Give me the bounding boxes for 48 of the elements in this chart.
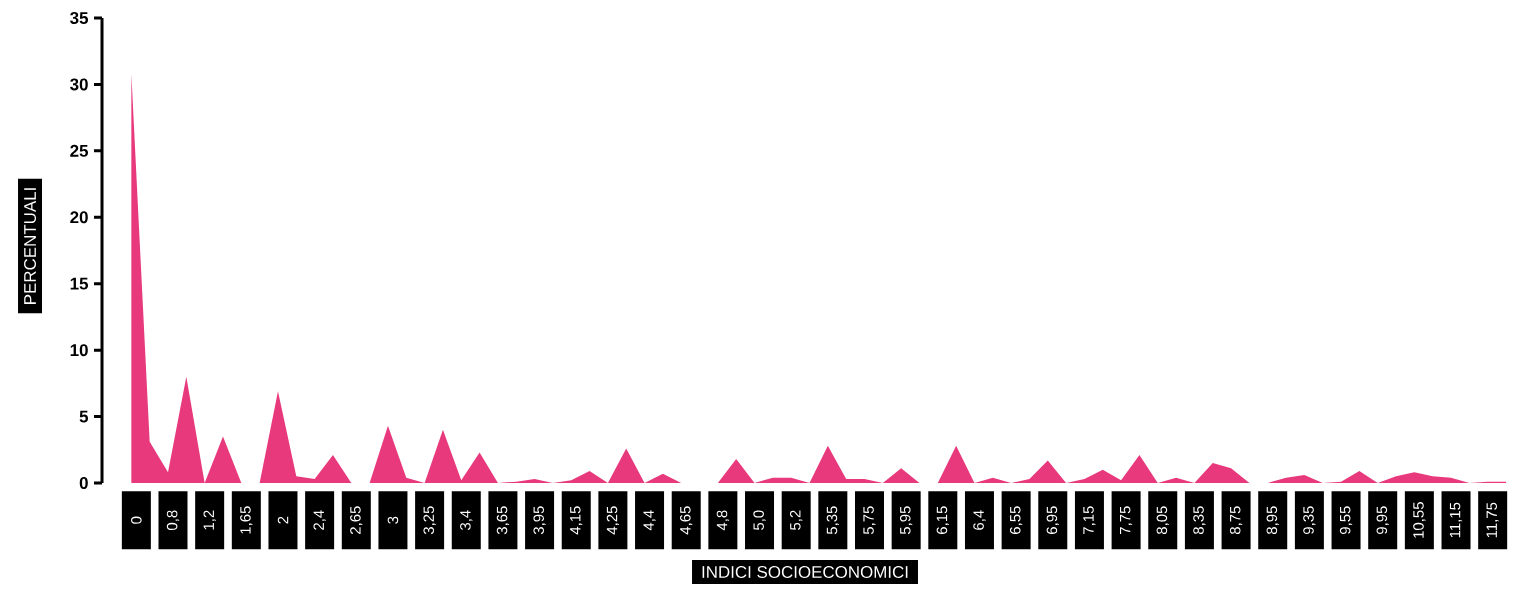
x-tick-label: 4,4 <box>643 510 656 531</box>
x-tick-label: 9,35 <box>1303 506 1316 535</box>
x-tick-label: 6,4 <box>973 510 986 530</box>
x-tick-label: 2 <box>277 516 289 524</box>
x-tick-label: 0 <box>131 516 142 524</box>
y-tick-label: 20 <box>70 211 88 224</box>
x-tick-label: 11,15 <box>1449 502 1463 538</box>
x-tick-label: 7,15 <box>1083 506 1096 534</box>
x-tick-label: 5,35 <box>826 506 840 535</box>
y-axis-title: PERCENTUALI <box>24 188 37 304</box>
x-tick-label: 5,0 <box>753 510 766 530</box>
x-tick-label: 3,65 <box>496 506 510 535</box>
x-tick-label: 5,75 <box>863 506 876 535</box>
x-tick-label: 9,95 <box>1376 506 1389 535</box>
x-axis-title: INDICI SOCIOECONOMICI <box>702 565 908 578</box>
x-tick-label: 10,55 <box>1413 502 1426 538</box>
y-tick-label: 30 <box>70 78 88 91</box>
x-tick-label: 4,8 <box>716 510 730 531</box>
x-tick-label: 4,15 <box>570 506 583 535</box>
x-tick-label: 6,15 <box>936 506 949 534</box>
x-tick-label: 2,4 <box>313 510 326 530</box>
x-tick-label: 8,95 <box>1266 506 1279 535</box>
y-tick-label: 35 <box>70 11 89 24</box>
y-tick-label: 10 <box>70 344 88 357</box>
x-tick-label: 7,75 <box>1120 506 1133 534</box>
x-tick-label: 3,4 <box>460 510 473 531</box>
x-tick-label: 8,35 <box>1193 506 1206 535</box>
y-tick-label: 5 <box>79 410 89 423</box>
x-tick-label: 3 <box>387 516 399 524</box>
x-tick-label: 6,55 <box>1009 506 1023 534</box>
x-tick-label: 2,65 <box>350 506 363 534</box>
x-tick-label: 11,75 <box>1486 502 1499 538</box>
y-tick-label: 0 <box>79 476 88 489</box>
x-tick-label: 9,55 <box>1339 506 1353 535</box>
x-tick-label: 5,2 <box>790 510 803 530</box>
x-tick-label: 3,25 <box>423 506 436 535</box>
x-tick-label: 4,25 <box>606 506 620 535</box>
y-tick-label: 25 <box>70 144 89 157</box>
y-tick-label: 15 <box>70 277 89 290</box>
x-tick-label: 8,05 <box>1156 506 1169 535</box>
x-tick-label: 1,65 <box>240 506 253 534</box>
x-tick-label: 3,95 <box>533 506 546 535</box>
x-tick-label: 0,8 <box>166 510 180 530</box>
x-tick-label: 6,95 <box>1046 506 1059 534</box>
x-tick-label: 8,75 <box>1229 506 1243 535</box>
x-tick-label: 1,2 <box>203 510 216 530</box>
x-tick-label: 5,95 <box>899 506 913 535</box>
x-tick-label: 4,65 <box>680 506 693 535</box>
